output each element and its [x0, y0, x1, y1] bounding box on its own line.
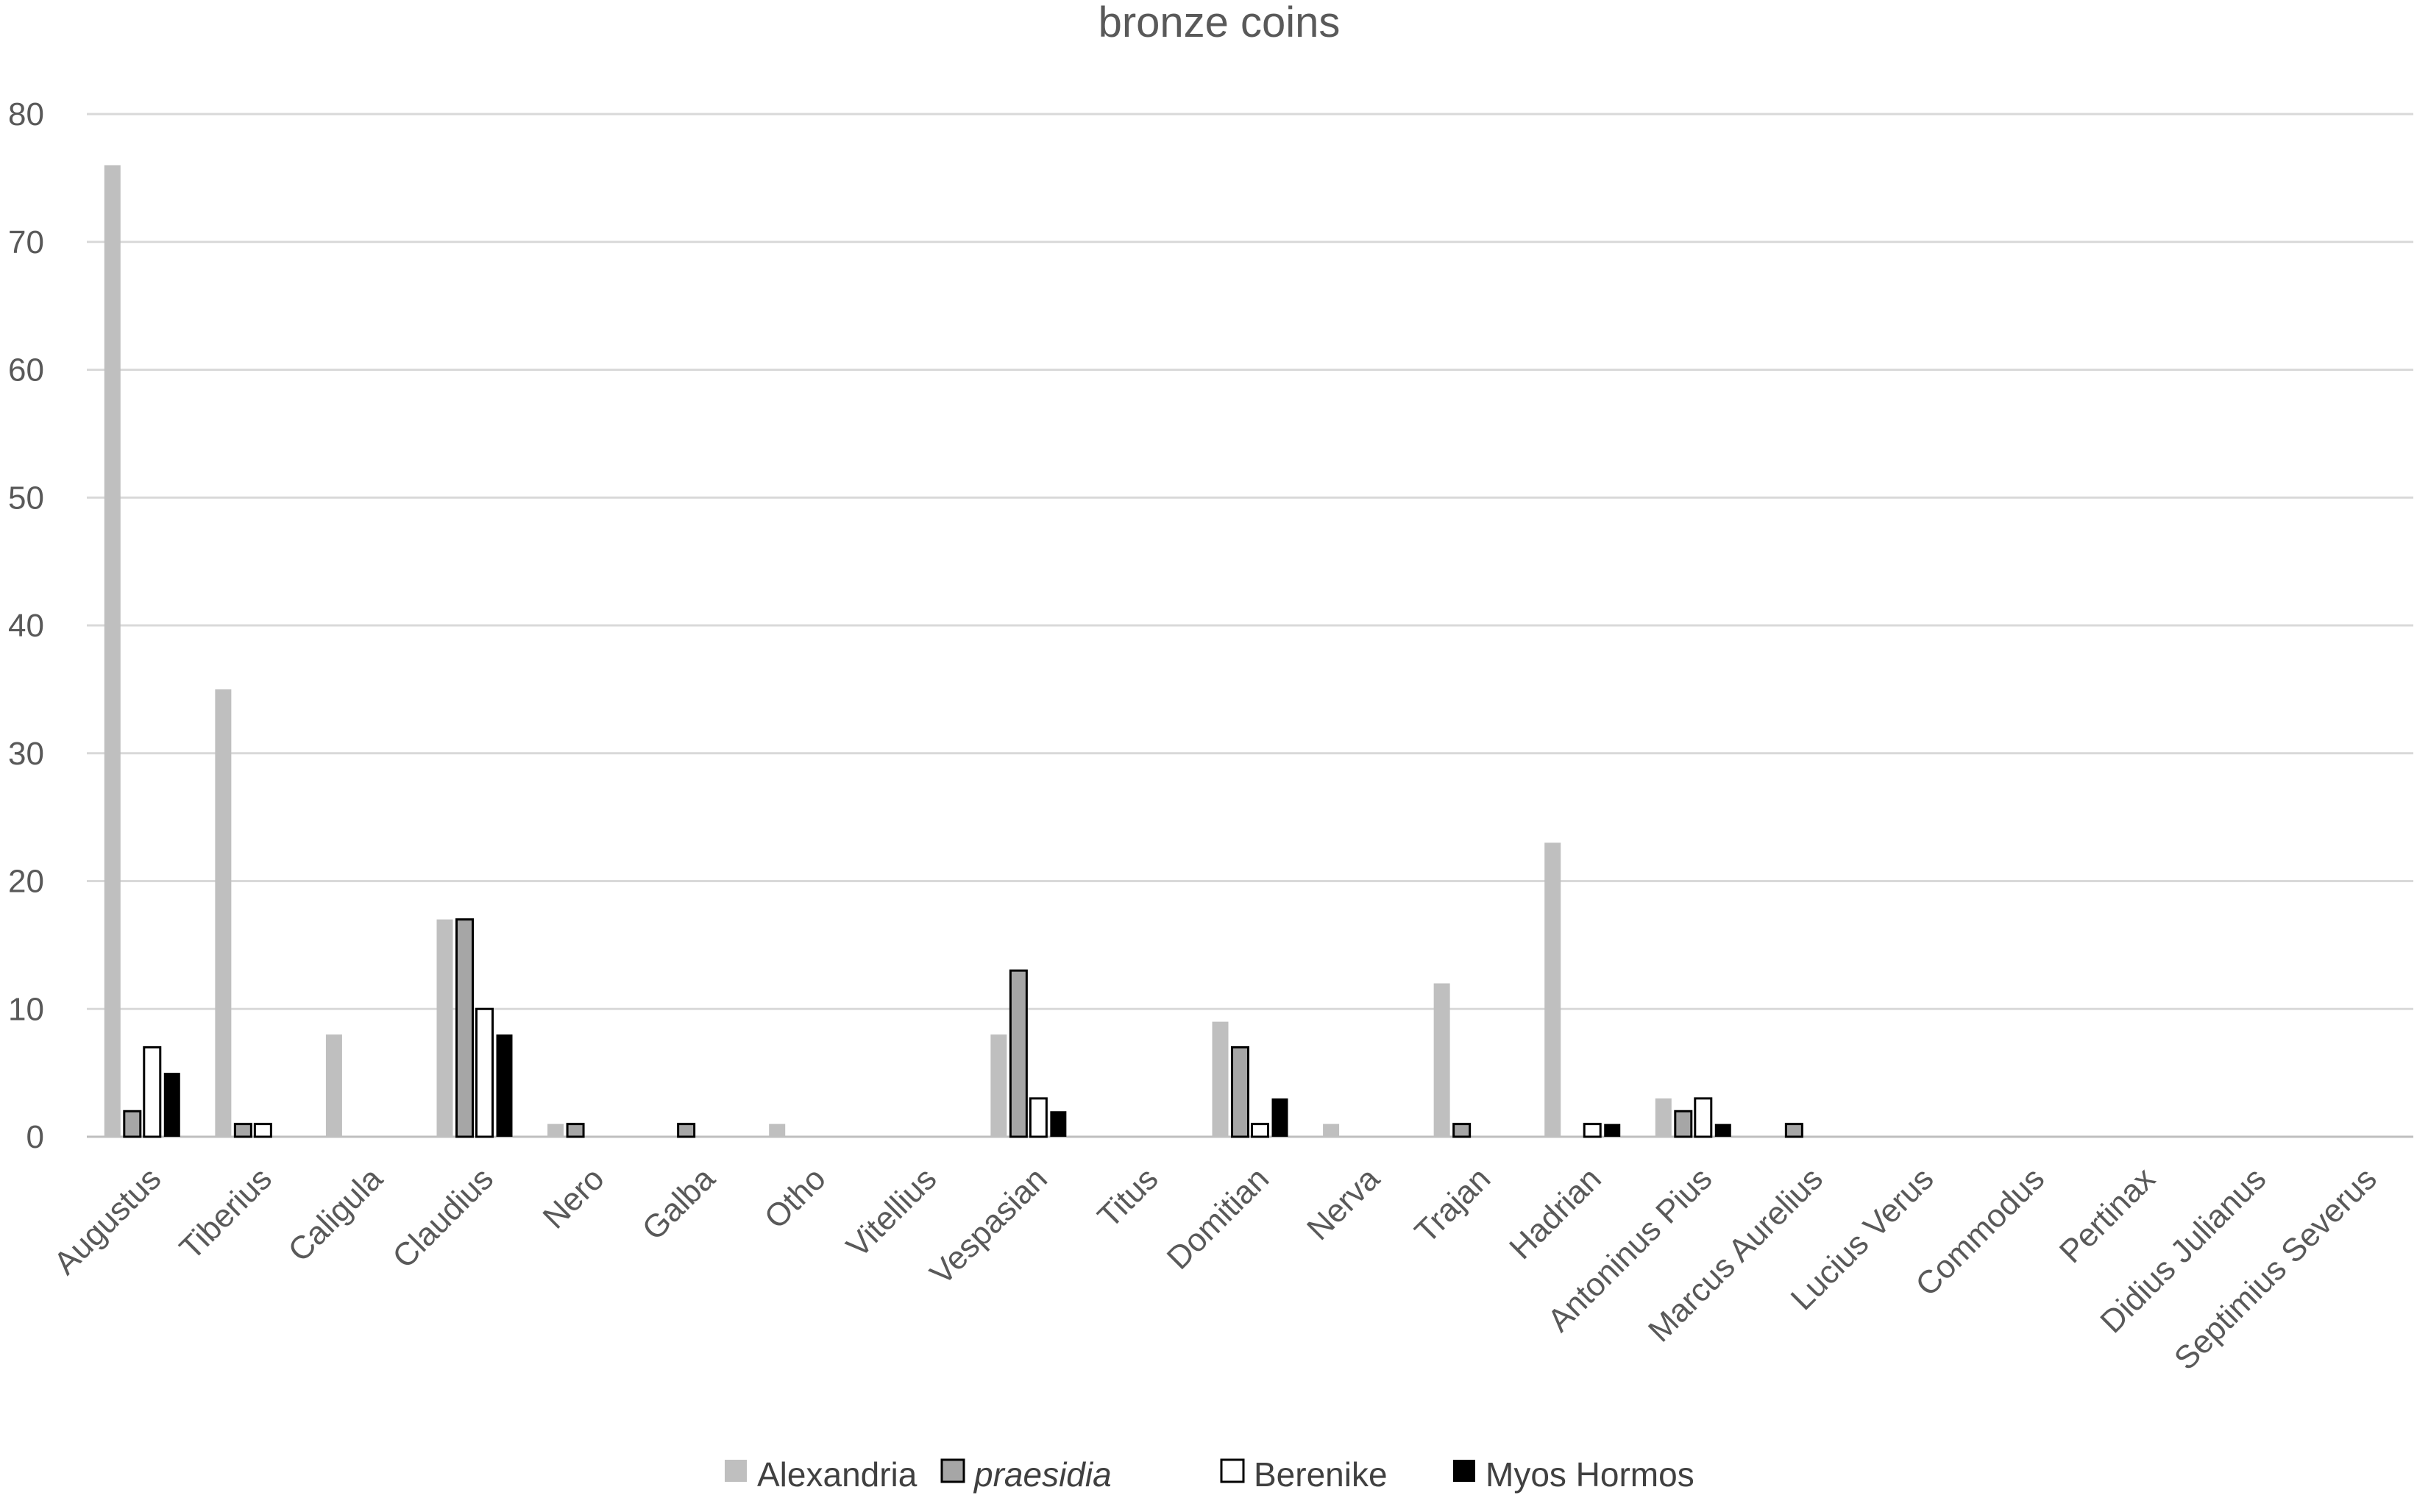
x-category-label: Caligula: [281, 1160, 389, 1268]
bar-myos-hormos-augustus: [163, 1073, 180, 1137]
y-tick-label: 50: [8, 480, 44, 516]
x-category-label: Nero: [536, 1160, 611, 1235]
legend-label-berenike: Berenike: [1254, 1455, 1388, 1494]
bar-berenike-domitian: [1251, 1123, 1269, 1138]
x-category-label: Otho: [758, 1160, 833, 1235]
bar-praesidia-claudius: [455, 918, 474, 1138]
bar-praesidia-nero: [566, 1123, 585, 1138]
x-category-label: Galba: [636, 1160, 723, 1247]
x-category-label: Augustus: [47, 1160, 168, 1281]
bar-alexandria-nero: [547, 1124, 564, 1137]
legend-swatch-berenike: [1220, 1458, 1245, 1483]
bar-alexandria-augustus: [104, 165, 121, 1137]
x-category-label: Nerva: [1300, 1160, 1387, 1247]
x-category-label: Hadrian: [1502, 1160, 1608, 1266]
bar-berenike-claudius: [475, 1007, 494, 1138]
bar-alexandria-claudius: [436, 919, 453, 1137]
legend-swatch-myos-hormos: [1453, 1460, 1475, 1482]
x-category-label: Septimius Severus: [2168, 1160, 2384, 1377]
bar-praesidia-antoninus-pius: [1674, 1110, 1693, 1138]
bar-myos-hormos-antoninus-pius: [1714, 1124, 1731, 1137]
bar-berenike-antoninus-pius: [1694, 1097, 1713, 1138]
x-category-label: Claudius: [386, 1160, 500, 1275]
bar-alexandria-otho: [769, 1124, 786, 1137]
y-tick-label: 70: [8, 224, 44, 260]
x-category-label: Domitian: [1160, 1160, 1276, 1276]
bar-alexandria-trajan: [1433, 983, 1450, 1137]
y-tick-label: 10: [8, 991, 44, 1027]
bar-berenike-augustus: [143, 1046, 162, 1138]
bar-marks: [104, 165, 1803, 1138]
x-category-label: Tiberius: [173, 1160, 279, 1266]
bar-praesidia-vespasian: [1009, 969, 1028, 1138]
x-category-label: Vespasian: [923, 1160, 1054, 1291]
y-tick-label: 80: [8, 96, 44, 132]
bar-alexandria-nerva: [1323, 1124, 1340, 1137]
x-category-label: Trajan: [1408, 1160, 1498, 1250]
bar-alexandria-hadrian: [1544, 842, 1561, 1137]
bar-myos-hormos-claudius: [496, 1034, 513, 1137]
y-tick-label: 20: [8, 864, 44, 900]
bar-praesidia-galba: [677, 1123, 696, 1138]
gridlines: [87, 113, 2413, 1138]
y-tick-label: 0: [26, 1119, 44, 1155]
bar-myos-hormos-domitian: [1271, 1098, 1288, 1137]
legend-label-alexandria: Alexandria: [757, 1455, 918, 1494]
chart-title: bronze coins: [1099, 0, 1341, 46]
legend-label-praesidia: praesidia: [973, 1455, 1112, 1494]
bar-praesidia-domitian: [1231, 1046, 1249, 1138]
bar-berenike-hadrian: [1583, 1123, 1602, 1138]
bar-myos-hormos-hadrian: [1604, 1124, 1621, 1137]
legend-swatch-alexandria: [725, 1460, 747, 1482]
y-tick-label: 30: [8, 736, 44, 772]
x-category-label: Vitellius: [840, 1160, 943, 1264]
legend-swatch-praesidia: [940, 1458, 965, 1483]
bar-berenike-vespasian: [1029, 1097, 1048, 1138]
bar-alexandria-tiberius: [215, 689, 232, 1137]
bar-alexandria-domitian: [1212, 1021, 1229, 1137]
legend-label-myos-hormos: Myos Hormos: [1486, 1455, 1694, 1494]
bar-alexandria-antoninus-pius: [1655, 1098, 1672, 1137]
bar-berenike-tiberius: [253, 1123, 272, 1138]
bar-myos-hormos-vespasian: [1050, 1111, 1067, 1137]
bar-praesidia-augustus: [123, 1110, 142, 1138]
bar-praesidia-tiberius: [233, 1123, 252, 1138]
y-axis-ticks: 0 10 20 30 40 50 60 70 80: [8, 96, 44, 1155]
bar-alexandria-caligula: [325, 1034, 342, 1137]
legend: Alexandria praesidia Berenike Myos Hormos: [725, 1455, 1694, 1494]
x-category-label: Pertinax: [2053, 1160, 2162, 1270]
bar-praesidia-trajan: [1452, 1123, 1472, 1138]
y-tick-label: 40: [8, 608, 44, 644]
bar-alexandria-vespasian: [990, 1034, 1007, 1137]
y-tick-label: 60: [8, 352, 44, 388]
bar-praesidia-marcus-aurelius: [1784, 1123, 1803, 1138]
x-category-label: Titus: [1091, 1160, 1165, 1235]
